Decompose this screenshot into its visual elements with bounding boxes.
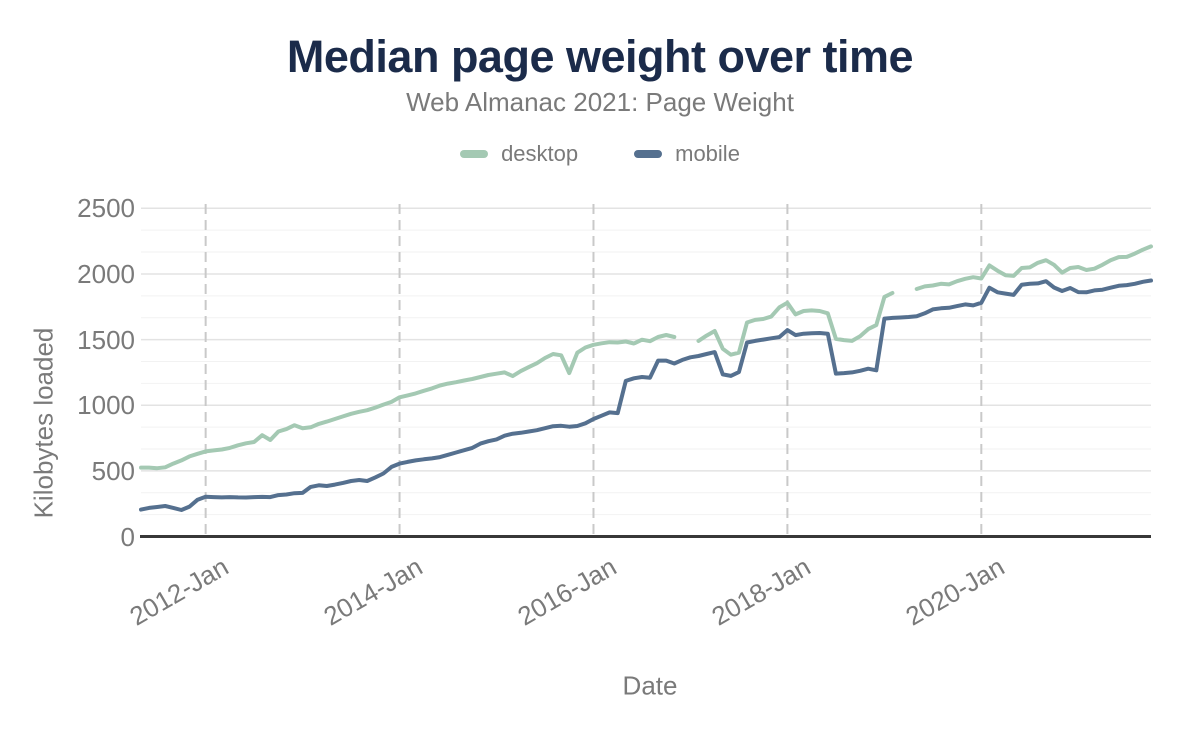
- mobile-series-line: [139, 278, 1153, 512]
- x-axis-title: Date: [622, 670, 678, 701]
- legend-label-mobile: mobile: [675, 141, 740, 166]
- chart-subtitle: Web Almanac 2021: Page Weight: [406, 87, 794, 117]
- y-axis-title: Kilobytes loaded: [28, 327, 59, 519]
- chart-title: Median page weight over time: [286, 31, 914, 82]
- chart-legend: desktop mobile: [0, 141, 1200, 167]
- legend-item-mobile: mobile: [634, 141, 740, 167]
- legend-item-desktop: desktop: [460, 141, 578, 167]
- mobile-series-swatch: [634, 150, 663, 158]
- desktop-series-swatch: [460, 150, 489, 158]
- desktop-series-line: [139, 244, 1153, 471]
- legend-label-desktop: desktop: [501, 141, 579, 166]
- vertical-dashed-gridlines: [204, 204, 983, 537]
